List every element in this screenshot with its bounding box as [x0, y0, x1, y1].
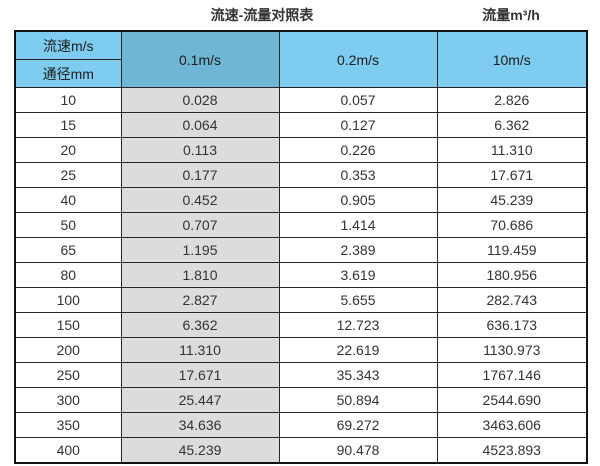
- flow-value-cell: 25.447: [120, 387, 280, 413]
- diameter-cell: 300: [14, 387, 122, 413]
- flow-value-cell: 4523.893: [436, 437, 588, 464]
- diameter-cell: 200: [14, 337, 122, 363]
- corner-cell-diameter: 通径mm: [14, 59, 122, 88]
- flow-value-cell: 0.113: [120, 137, 280, 163]
- table-body: 10 0.028 0.057 2.826 15 0.064 0.127 6.362 20 0.11…: [14, 87, 588, 464]
- diameter-cell: 350: [14, 412, 122, 438]
- table-row: 350 34.636 69.272 3463.606: [14, 412, 588, 438]
- flow-value-cell: 11.310: [436, 137, 588, 163]
- flow-value-cell: 0.177: [120, 162, 280, 188]
- diameter-cell: 150: [14, 312, 122, 338]
- flow-value-cell: 282.743: [436, 287, 588, 313]
- table-head: 流速m/s 0.1m/s 0.2m/s 10m/s 通径mm: [14, 30, 588, 88]
- header-row-bottom: 通径mm: [14, 59, 587, 88]
- table-row: 65 1.195 2.389 119.459: [14, 237, 588, 263]
- diameter-cell: 50: [14, 212, 122, 238]
- flow-value-cell: 1.414: [278, 212, 438, 238]
- flow-value-cell: 2.389: [278, 237, 438, 263]
- header-row-top: 流速m/s 0.1m/s 0.2m/s 10m/s: [14, 30, 588, 88]
- flow-value-cell: 0.452: [120, 187, 280, 213]
- flow-value-cell: 1.195: [120, 237, 280, 263]
- diameter-cell: 65: [14, 237, 122, 263]
- table-row: 300 25.447 50.894 2544.690: [14, 387, 588, 413]
- flow-value-cell: 5.655: [278, 287, 438, 313]
- flow-value-cell: 69.272: [278, 412, 438, 438]
- flow-value-cell: 119.459: [436, 237, 588, 263]
- flow-value-cell: 34.636: [120, 412, 280, 438]
- column-header-10ms: 10m/s: [436, 30, 588, 88]
- flow-value-cell: 1130.973: [436, 337, 588, 363]
- flow-value-cell: 45.239: [120, 437, 280, 464]
- diameter-cell: 40: [14, 187, 122, 213]
- flow-unit-label: 流量m³/h: [482, 7, 540, 23]
- page-title: 流速-流量对照表: [210, 7, 314, 23]
- table-row: 10 0.028 0.057 2.826: [14, 87, 588, 113]
- flow-value-cell: 22.619: [278, 337, 438, 363]
- table-row: 400 45.239 90.478 4523.893: [14, 437, 588, 464]
- flow-value-cell: 2.827: [120, 287, 280, 313]
- flow-value-cell: 2.826: [436, 87, 588, 113]
- flow-value-cell: 0.064: [120, 112, 280, 138]
- flow-value-cell: 180.956: [436, 262, 588, 288]
- flow-value-cell: 3.619: [278, 262, 438, 288]
- table-row: 50 0.707 1.414 70.686: [14, 212, 588, 238]
- flow-value-cell: 0.353: [278, 162, 438, 188]
- flow-value-cell: 1.810: [120, 262, 280, 288]
- diameter-cell: 400: [14, 437, 122, 464]
- diameter-cell: 25: [14, 162, 122, 188]
- flow-rate-table: 流速m/s 0.1m/s 0.2m/s 10m/s 通径mm 10 0.028 0.…: [14, 30, 588, 464]
- flow-value-cell: 636.173: [436, 312, 588, 338]
- flow-value-cell: 0.905: [278, 187, 438, 213]
- column-header-0_2ms: 0.2m/s: [278, 30, 438, 88]
- corner-cell-velocity: 流速m/s: [14, 30, 122, 60]
- table-row: 200 11.310 22.619 1130.973: [14, 337, 588, 363]
- table-row: 25 0.177 0.353 17.671: [14, 162, 588, 188]
- flow-value-cell: 17.671: [120, 362, 280, 388]
- flow-value-cell: 45.239: [436, 187, 588, 213]
- flow-value-cell: 90.478: [278, 437, 438, 464]
- flow-value-cell: 70.686: [436, 212, 588, 238]
- flow-value-cell: 0.226: [278, 137, 438, 163]
- flow-value-cell: 35.343: [278, 362, 438, 388]
- flow-value-cell: 11.310: [120, 337, 280, 363]
- flow-value-cell: 0.707: [120, 212, 280, 238]
- column-header-0_1ms: 0.1m/s: [120, 30, 280, 88]
- table-row: 80 1.810 3.619 180.956: [14, 262, 588, 288]
- diameter-cell: 80: [14, 262, 122, 288]
- flow-value-cell: 3463.606: [436, 412, 588, 438]
- table-row: 100 2.827 5.655 282.743: [14, 287, 588, 313]
- flow-value-cell: 12.723: [278, 312, 438, 338]
- diameter-cell: 250: [14, 362, 122, 388]
- table-row: 40 0.452 0.905 45.239: [14, 187, 588, 213]
- flow-value-cell: 50.894: [278, 387, 438, 413]
- diameter-cell: 10: [14, 87, 122, 113]
- flow-value-cell: 2544.690: [436, 387, 588, 413]
- flow-value-cell: 17.671: [436, 162, 588, 188]
- flow-value-cell: 0.028: [120, 87, 280, 113]
- flow-value-cell: 6.362: [436, 112, 588, 138]
- flow-value-cell: 6.362: [120, 312, 280, 338]
- diameter-cell: 100: [14, 287, 122, 313]
- table-row: 150 6.362 12.723 636.173: [14, 312, 588, 338]
- flow-value-cell: 1767.146: [436, 362, 588, 388]
- title-bar: 流速-流量对照表 流量m³/h: [0, 0, 600, 30]
- table-row: 20 0.113 0.226 11.310: [14, 137, 588, 163]
- flow-value-cell: 0.127: [278, 112, 438, 138]
- table-row: 250 17.671 35.343 1767.146: [14, 362, 588, 388]
- table-row: 15 0.064 0.127 6.362: [14, 112, 588, 138]
- flow-value-cell: 0.057: [278, 87, 438, 113]
- diameter-cell: 15: [14, 112, 122, 138]
- diameter-cell: 20: [14, 137, 122, 163]
